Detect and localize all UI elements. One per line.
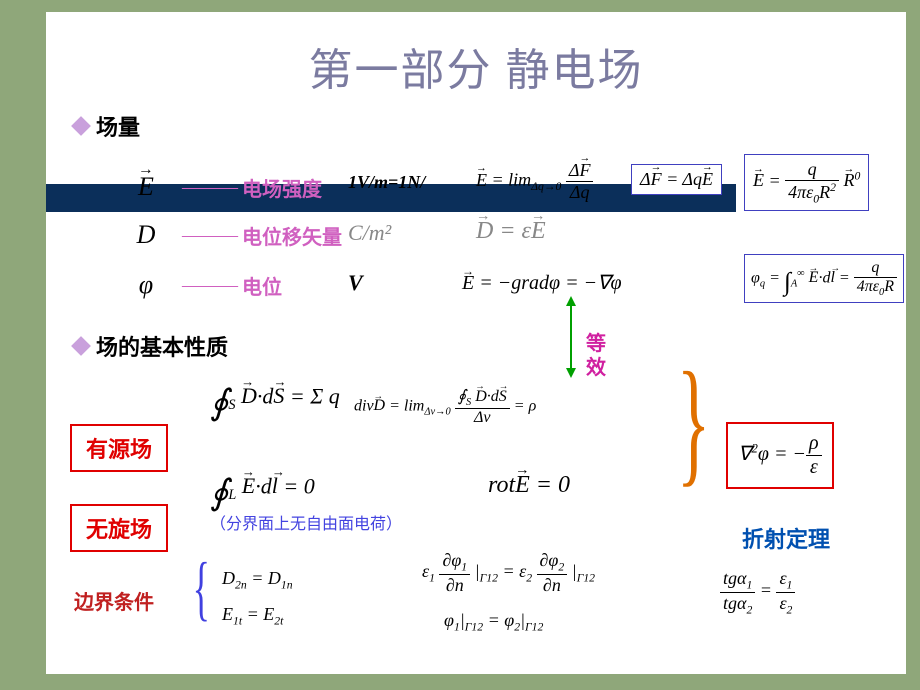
section-1-text: 场量 bbox=[96, 115, 140, 140]
brace-icon: } bbox=[677, 352, 711, 492]
section-2-heading: 场的基本性质 bbox=[74, 330, 228, 362]
eq-refraction: tgα1tgα2 = ε1ε2 bbox=[720, 568, 795, 616]
dash: ——— bbox=[182, 176, 236, 199]
bullet-icon bbox=[71, 336, 91, 356]
boundary-condition-label: 边界条件 bbox=[74, 586, 154, 615]
eq-bc-phi: φ1|Γ12 = φ2|Γ12 bbox=[444, 610, 543, 634]
eq-phi-grad: E = −gradφ = −∇φ bbox=[462, 270, 622, 295]
symbol-phi: φ bbox=[116, 270, 176, 300]
dash: ——— bbox=[182, 224, 236, 247]
row-D: D ——— 电位移矢量 bbox=[116, 220, 342, 250]
slide-container: 第一部分 静电场 场量 E ——— 电场强度 1V/m=1N/ D ——— 电位… bbox=[46, 12, 906, 674]
symbol-E: E bbox=[116, 172, 176, 202]
eq-phi-integral: φq = ∫A∞ E·dl = q4πε0R bbox=[744, 254, 904, 303]
note-boundary: （分界面上无自由面电荷） bbox=[210, 510, 402, 534]
symbol-D: D bbox=[116, 220, 176, 250]
eq-bc-phi-n: ε1 ∂φ1∂n |Γ12 = ε2 ∂φ2∂n |Γ12 bbox=[422, 550, 595, 596]
eq-E-force: ΔF = ΔqE bbox=[631, 164, 722, 195]
section-1-heading: 场量 bbox=[74, 110, 140, 142]
row-phi: φ ——— 电位 bbox=[116, 270, 282, 300]
eq-bc-D: D2n = D1n bbox=[222, 568, 293, 592]
box-irrotational-field: 无旋场 bbox=[70, 504, 168, 552]
eq-rot: rotE = 0 bbox=[488, 472, 570, 499]
section-2-text: 场的基本性质 bbox=[96, 335, 228, 360]
bullet-icon bbox=[71, 116, 91, 136]
double-arrow-icon bbox=[570, 304, 572, 370]
unit-D: C/m² bbox=[348, 220, 391, 246]
row-E: E ——— 电场强度 bbox=[116, 172, 322, 202]
eq-gauss: ∮S D·dS = Σ q bbox=[210, 382, 340, 423]
eq-E-definition: E = limΔq→0 ΔFΔq bbox=[476, 160, 593, 203]
eq-divergence: divD = limΔv→0 ∮S D·dSΔv = ρ bbox=[354, 386, 536, 427]
equiv-label: 等效 bbox=[586, 332, 606, 380]
label-D: 电位移矢量 bbox=[242, 221, 342, 250]
eq-bc-E: E1t = E2t bbox=[222, 604, 283, 628]
dash: ——— bbox=[182, 274, 236, 297]
unit-E: 1V/m=1N/ bbox=[348, 172, 425, 193]
label-E: 电场强度 bbox=[242, 173, 322, 202]
label-phi: 电位 bbox=[242, 271, 282, 300]
refraction-label: 折射定理 bbox=[742, 528, 830, 552]
eq-poisson: ∇2φ = −ρε bbox=[726, 422, 834, 489]
eq-D: D = εE bbox=[476, 218, 546, 245]
unit-phi: V bbox=[348, 270, 363, 296]
eq-E-coulomb: E = q4πε0R2 R0 bbox=[744, 154, 869, 211]
brace-bc-icon: { bbox=[193, 552, 210, 624]
eq-circulation: ∮L E·dl = 0 bbox=[210, 472, 315, 513]
slide-title: 第一部分 静电场 bbox=[46, 34, 906, 98]
box-source-field: 有源场 bbox=[70, 424, 168, 472]
